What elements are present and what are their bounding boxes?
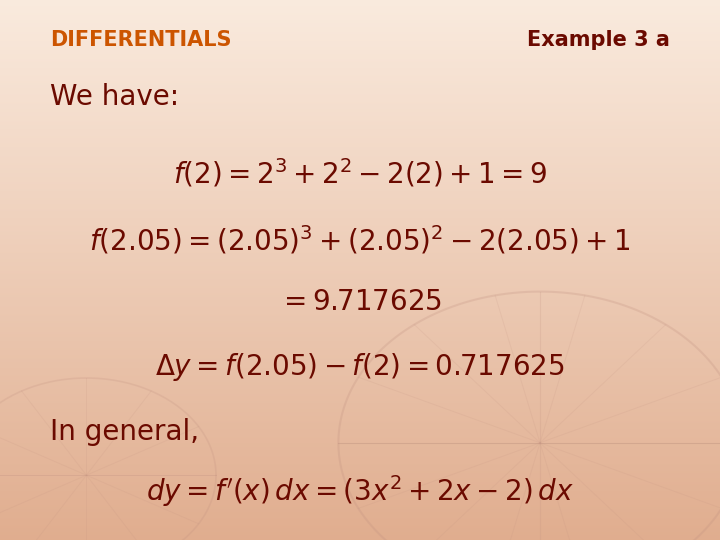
Text: In general,: In general, — [50, 418, 199, 446]
Text: We have:: We have: — [50, 83, 179, 111]
Text: $= 9.717625$: $= 9.717625$ — [278, 288, 442, 316]
Text: $f(2.05) = (2.05)^3 + (2.05)^2 - 2(2.05) + 1$: $f(2.05) = (2.05)^3 + (2.05)^2 - 2(2.05)… — [89, 224, 631, 256]
Text: $f(2) = 2^3 + 2^2 - 2(2) + 1 = 9$: $f(2) = 2^3 + 2^2 - 2(2) + 1 = 9$ — [173, 157, 547, 189]
Text: $\Delta y = f(2.05) - f(2) = 0.717625$: $\Delta y = f(2.05) - f(2) = 0.717625$ — [155, 351, 565, 383]
Text: DIFFERENTIALS: DIFFERENTIALS — [50, 30, 232, 51]
Text: Example 3 a: Example 3 a — [527, 30, 670, 51]
Text: $dy = f'(x)\,dx = (3x^2 + 2x - 2)\,dx$: $dy = f'(x)\,dx = (3x^2 + 2x - 2)\,dx$ — [146, 474, 574, 509]
